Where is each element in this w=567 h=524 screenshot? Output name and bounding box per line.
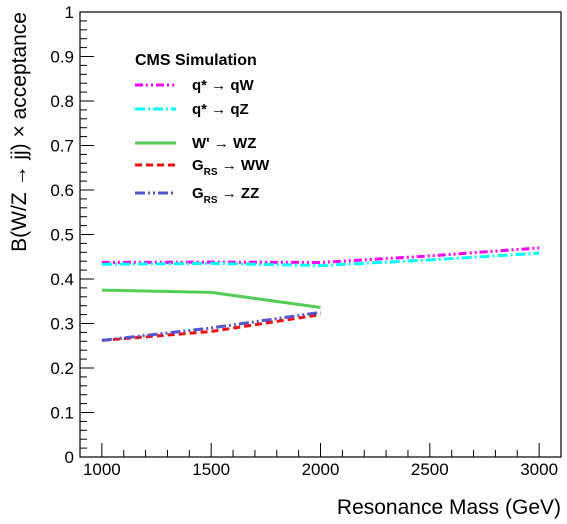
legend-label-qstar-qw: q* → qW [192, 77, 254, 94]
y-tick-label: 0.4 [50, 270, 74, 289]
series-line-wprime-wz [101, 288, 321, 309]
legend-label-sub: RS [204, 195, 218, 206]
plot-frame [79, 11, 562, 458]
x-tick-label: 3000 [520, 460, 558, 479]
x-axis-title: Resonance Mass (GeV) [337, 496, 561, 519]
legend-label-grs-ww: GRS → WW [192, 157, 270, 178]
y-tick-label: 0.8 [50, 92, 74, 111]
legend-label-after: → ZZ [218, 185, 260, 202]
legend-label-main: G [192, 185, 204, 202]
y-tick-label: 0 [65, 448, 74, 467]
y-tick-label: 0.7 [50, 137, 74, 156]
legend-label-wprime-wz: W' → WZ [192, 135, 256, 152]
legend-label-after: → WW [218, 157, 270, 174]
x-tick-label: 1000 [83, 460, 121, 479]
series-layer [101, 246, 540, 342]
series-line-qstar-qz [101, 251, 540, 268]
legend-label-grs-zz: GRS → ZZ [192, 185, 259, 206]
y-tick-label: 0.5 [50, 226, 74, 245]
legend-label-sub: RS [204, 167, 218, 178]
legend-label-main: q* → qZ [192, 101, 249, 118]
y-tick-label: 0.6 [50, 181, 74, 200]
y-tick-label: 0.9 [50, 48, 74, 67]
series-line-grs-zz [101, 310, 321, 342]
series-line-qstar-qw [101, 246, 540, 265]
annotation-text: CMS Simulation [135, 52, 257, 69]
legend-label-main: q* → qW [192, 77, 254, 94]
y-tick-label: 0.2 [50, 359, 74, 378]
legend-label-qstar-qz: q* → qZ [192, 101, 249, 118]
y-axis-title: B(W/Z → jj) × acceptance [8, 12, 31, 252]
legend-label-main: G [192, 157, 204, 174]
y-tick-label: 1 [65, 3, 74, 22]
x-tick-label: 2000 [302, 460, 340, 479]
x-tick-label: 2500 [411, 460, 449, 479]
y-tick-label: 0.3 [50, 315, 74, 334]
x-tick-label: 1500 [192, 460, 230, 479]
y-tick-label: 0.1 [50, 404, 74, 423]
legend-label-main: W' → WZ [192, 135, 256, 152]
axis-ticks: 0 0.1 0.2 0.3 0.4 0.5 0.6 0.7 0.8 0.9 1 1000 1500 200… [50, 3, 562, 479]
